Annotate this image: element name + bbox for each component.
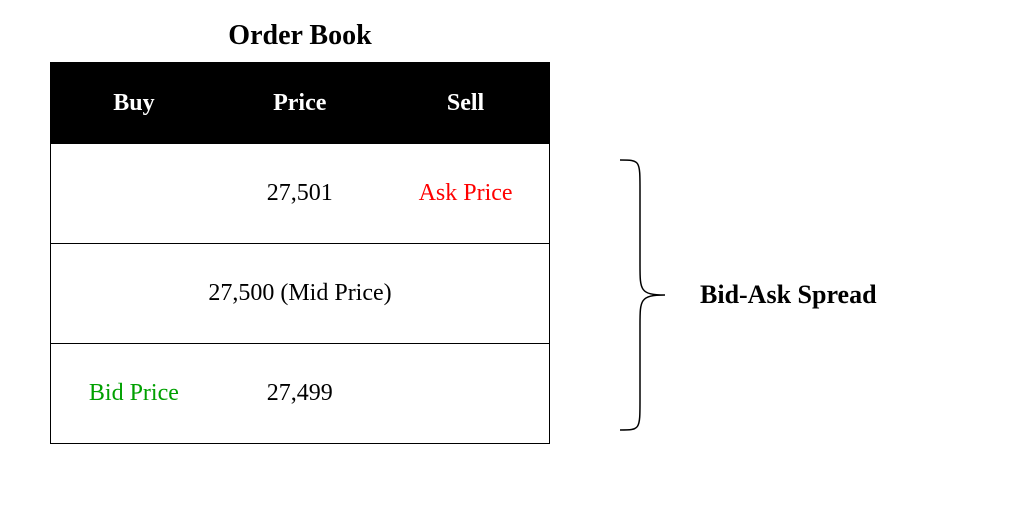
bid-ask-spread-label: Bid-Ask Spread [700,280,877,310]
ask-row: 27,501 Ask Price [51,143,549,243]
bid-price-cell: 27,499 [217,380,383,407]
order-book-title: Order Book [50,20,550,52]
bid-label: Bid Price [51,380,217,407]
ask-price-cell: 27,501 [217,180,383,207]
column-header-sell: Sell [383,90,549,117]
column-header-price: Price [217,90,383,117]
mid-price-text: 27,500 (Mid Price) [208,280,391,307]
brace-icon [610,150,690,440]
mid-row: 27,500 (Mid Price) [51,243,549,343]
column-header-buy: Buy [51,90,217,117]
order-book-table: Buy Price Sell 27,501 Ask Price 27,500 (… [50,62,550,444]
table-header: Buy Price Sell [51,63,549,143]
bid-row: Bid Price 27,499 [51,343,549,443]
ask-label: Ask Price [383,180,549,207]
